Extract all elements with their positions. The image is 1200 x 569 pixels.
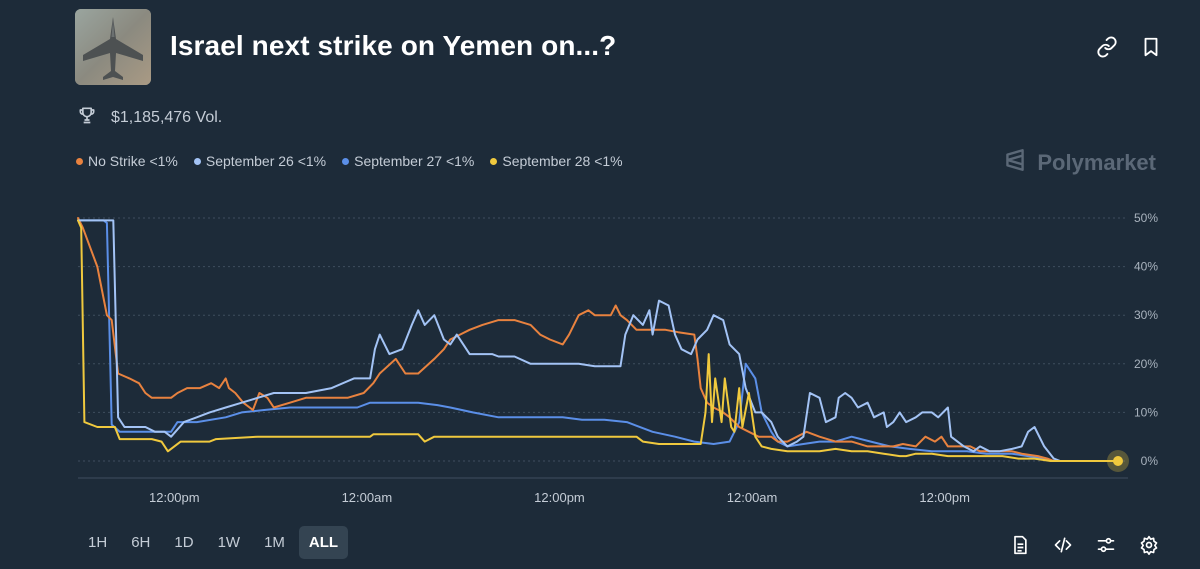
legend-item-september-28: September 28 <1% (490, 153, 623, 169)
market-title: Israel next strike on Yemen on...? (170, 30, 617, 61)
legend-dot (490, 157, 498, 165)
y-axis: 0% 10% 20% 30% 40% 50% (1134, 211, 1158, 468)
y-tick-label: 50% (1134, 211, 1158, 225)
range-all[interactable]: ALL (298, 526, 349, 559)
legend-item-no-strike: No Strike <1% (76, 153, 178, 169)
x-axis: 12:00pm 12:00am 12:00pm 12:00am 12:00pm (149, 490, 970, 505)
end-marker-dot (1113, 456, 1123, 466)
y-tick-label: 30% (1134, 308, 1158, 322)
legend-label: No Strike <1% (88, 153, 178, 169)
legend-dot (76, 157, 83, 165)
series-line-no-strike (77, 217, 1119, 462)
x-tick-label: 12:00pm (919, 490, 970, 505)
series-line-september-27 (77, 219, 1119, 462)
document-icon[interactable] (1009, 534, 1031, 556)
x-tick-label: 12:00am (342, 490, 393, 505)
legend-label: September 27 <1% (354, 153, 475, 169)
sliders-icon[interactable] (1095, 534, 1117, 556)
series-line-september-28 (77, 219, 1119, 462)
fighter-jet-image (75, 9, 151, 85)
series-line-september-26 (77, 219, 1119, 462)
y-tick-label: 20% (1134, 357, 1158, 371)
legend-label: September 26 <1% (205, 153, 327, 169)
legend-item-september-26: September 26 <1% (193, 153, 327, 169)
legend-item-september-27: September 27 <1% (342, 153, 474, 169)
x-tick-label: 12:00am (727, 490, 778, 505)
x-tick-label: 12:00pm (534, 490, 585, 505)
legend-dot (193, 157, 201, 165)
chart-legend: No Strike <1% September 26 <1% September… (76, 153, 623, 169)
polymarket-logo: Polymarket (1002, 147, 1156, 179)
x-tick-label: 12:00pm (149, 490, 200, 505)
y-tick-label: 10% (1134, 405, 1158, 419)
brand-name: Polymarket (1037, 150, 1156, 175)
volume-row: $1,185,476 Vol. (77, 105, 222, 130)
bookmark-icon[interactable] (1140, 36, 1162, 58)
y-tick-label: 0% (1141, 454, 1159, 468)
code-icon[interactable] (1052, 534, 1074, 556)
range-6h[interactable]: 6H (131, 534, 151, 551)
legend-dot (342, 157, 350, 165)
volume-text: $1,185,476 Vol. (111, 108, 223, 126)
trophy-icon (77, 105, 97, 130)
polymarket-logo-icon (1002, 147, 1028, 179)
range-1d[interactable]: 1D (174, 534, 194, 551)
range-1w[interactable]: 1W (217, 534, 241, 551)
range-1m[interactable]: 1M (264, 534, 285, 551)
range-1h[interactable]: 1H (88, 534, 108, 551)
current-value-marker (1107, 450, 1129, 472)
time-range-selector: 1H 6H 1D 1W 1M ALL (78, 526, 349, 559)
legend-label: September 28 <1% (502, 153, 623, 169)
market-thumbnail (75, 9, 151, 85)
chart-grid (78, 217, 1128, 479)
y-tick-label: 40% (1134, 260, 1158, 274)
chart-series (77, 217, 1119, 462)
link-icon[interactable] (1096, 36, 1118, 58)
gear-icon[interactable] (1138, 534, 1160, 556)
